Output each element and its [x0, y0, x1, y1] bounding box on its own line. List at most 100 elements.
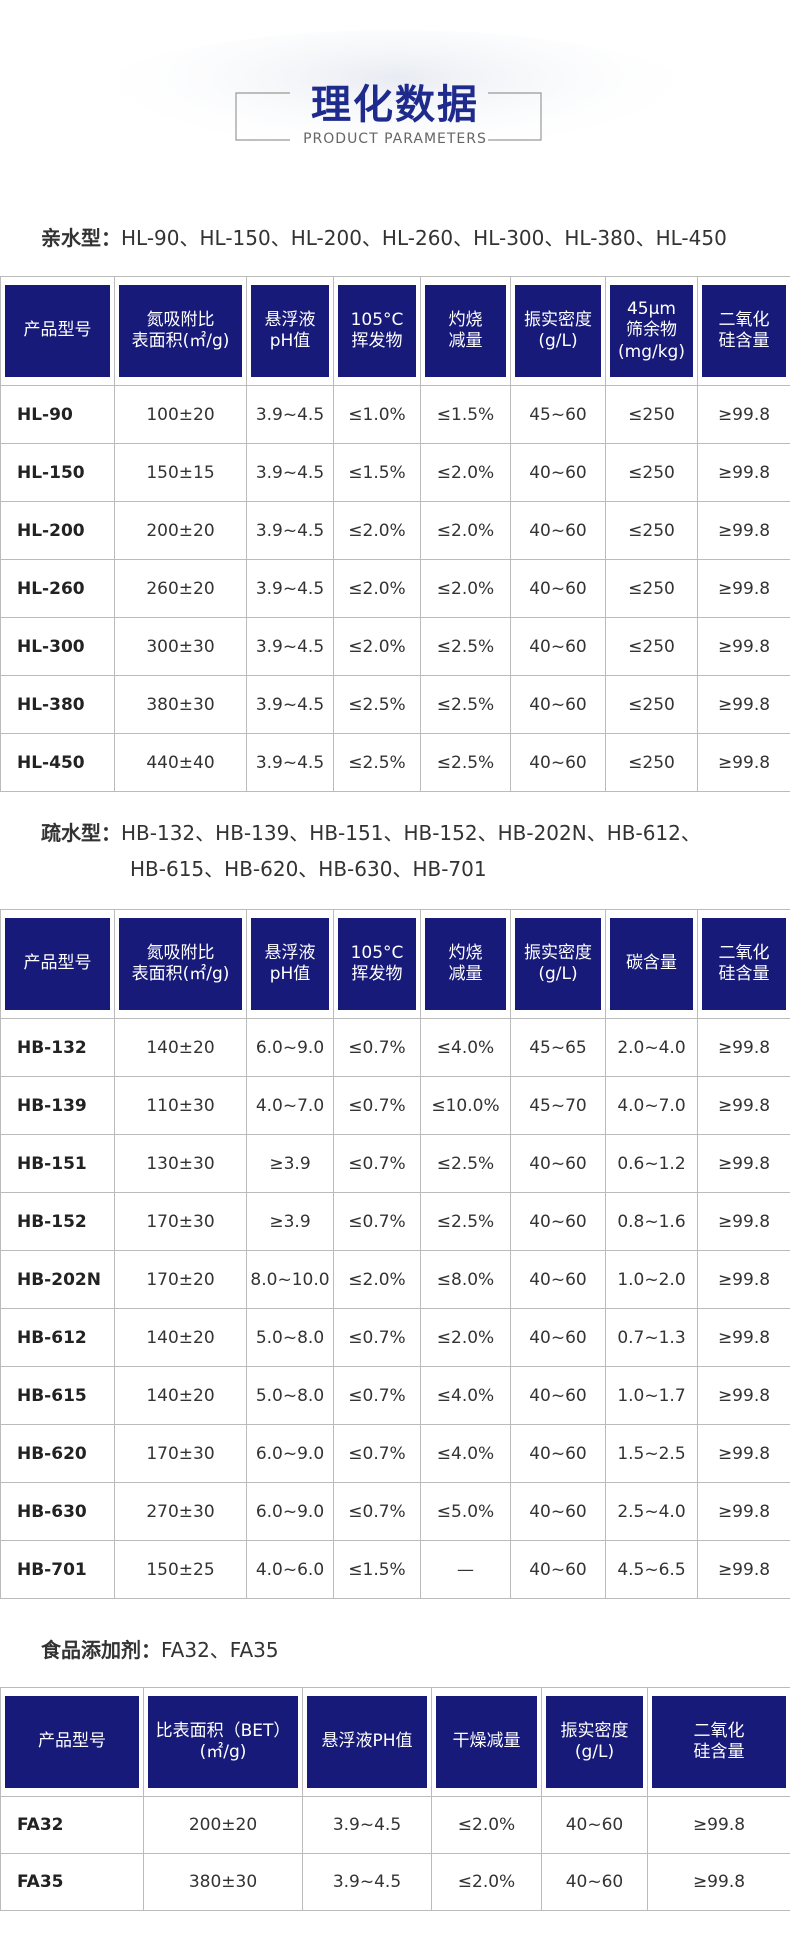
model-list: HL-90、HL-150、HL-200、HL-260、HL-300、HL-380…: [121, 226, 727, 250]
data-row: HB-139 110±30 4.0~7.0 ≤0.7% ≤10.0% 45~70 4.0~7…: [0, 1076, 790, 1135]
header-cell: 105°C 挥发物: [333, 909, 421, 1019]
cell: ≤5.0%: [420, 1482, 511, 1541]
cell: ≥99.8: [697, 1250, 790, 1309]
cell: 40~60: [510, 443, 606, 502]
header-text: 灼烧 减量: [425, 285, 506, 377]
cell: 110±30: [114, 1076, 247, 1135]
cell: 40~60: [541, 1853, 648, 1911]
data-row: HB-615 140±20 5.0~8.0 ≤0.7% ≤4.0% 40~60 1.0~1.…: [0, 1366, 790, 1425]
cell: ≤8.0%: [420, 1250, 511, 1309]
header-text: 振实密度 (g/L): [546, 1696, 643, 1788]
data-row: FA35 380±30 3.9~4.5 ≤2.0% 40~60 ≥99.8: [0, 1853, 790, 1911]
cell: 45~60: [510, 385, 606, 444]
data-row: HB-132 140±20 6.0~9.0 ≤0.7% ≤4.0% 45~65 2.0~4.…: [0, 1018, 790, 1077]
cell: 140±20: [114, 1308, 247, 1367]
cell: —: [420, 1540, 511, 1599]
cell: 1.0~1.7: [605, 1366, 698, 1425]
cell: ≥99.8: [697, 559, 790, 618]
model-list: HB-132、HB-139、HB-151、HB-152、HB-202N、HB-6…: [121, 821, 701, 845]
cell: 4.0~7.0: [605, 1076, 698, 1135]
cell: 140±20: [114, 1018, 247, 1077]
data-row: HL-300 300±30 3.9~4.5 ≤2.0% ≤2.5% 40~60 ≤250 ≥9…: [0, 617, 790, 676]
cell: ≤10.0%: [420, 1076, 511, 1135]
data-row: FA32 200±20 3.9~4.5 ≤2.0% 40~60 ≥99.8: [0, 1796, 790, 1854]
parameter-table: 产品型号 比表面积（BET） (㎡/g) 悬浮液PH值 干燥减量 振实密度 (g/L) 二…: [0, 1687, 790, 1911]
cell: HB-620: [0, 1424, 115, 1483]
cell: ≤2.0%: [333, 1250, 421, 1309]
cell: HB-151: [0, 1134, 115, 1193]
cell: HL-450: [0, 733, 115, 792]
cell: ≤1.0%: [333, 385, 421, 444]
cell: 5.0~8.0: [246, 1308, 334, 1367]
cell: FA35: [0, 1853, 144, 1911]
model-list: HB-615、HB-620、HB-630、HB-701: [130, 857, 487, 881]
model-list: FA32、FA35: [161, 1638, 279, 1662]
cell: 380±30: [114, 675, 247, 734]
cell: 40~60: [510, 559, 606, 618]
parameter-table: 产品型号 氮吸附比 表面积(㎡/g) 悬浮液 pH值 105°C 挥发物 灼烧 减量 振实…: [0, 909, 790, 1599]
cell: HB-132: [0, 1018, 115, 1077]
cell: ≤2.0%: [420, 443, 511, 502]
header-text: 二氧化 硅含量: [702, 285, 786, 377]
cell: ≤250: [605, 443, 698, 502]
cell: 440±40: [114, 733, 247, 792]
cell: 150±25: [114, 1540, 247, 1599]
data-row: HB-701 150±25 4.0~6.0 ≤1.5% —40~60 4.5~6.5 ≥99…: [0, 1540, 790, 1599]
cell: ≥99.8: [697, 501, 790, 560]
cell: HB-630: [0, 1482, 115, 1541]
cell: ≥99.8: [697, 1076, 790, 1135]
cell: 1.0~2.0: [605, 1250, 698, 1309]
cell: 6.0~9.0: [246, 1018, 334, 1077]
cell: 0.8~1.6: [605, 1192, 698, 1251]
cell: ≥99.8: [647, 1853, 790, 1911]
cell: ≤250: [605, 675, 698, 734]
cell: 380±30: [143, 1853, 303, 1911]
cell: 3.9~4.5: [246, 385, 334, 444]
cell: ≥99.8: [697, 1366, 790, 1425]
header-cell: 干燥减量: [431, 1687, 542, 1797]
header-cell: 105°C 挥发物: [333, 276, 421, 386]
header-cell: 产品型号: [0, 909, 115, 1019]
cell: ≤250: [605, 559, 698, 618]
cell: 3.9~4.5: [246, 559, 334, 618]
cell: 40~60: [510, 1250, 606, 1309]
header-cell: 悬浮液 pH值: [246, 276, 334, 386]
cell: 6.0~9.0: [246, 1482, 334, 1541]
cell: ≤250: [605, 733, 698, 792]
cell: 5.0~8.0: [246, 1366, 334, 1425]
header-row: 产品型号 氮吸附比 表面积(㎡/g) 悬浮液 pH值 105°C 挥发物 灼烧 减量 振实…: [0, 909, 790, 1019]
data-row: HB-612 140±20 5.0~8.0 ≤0.7% ≤2.0% 40~60 0.7~1.…: [0, 1308, 790, 1367]
cell: ≥99.8: [697, 733, 790, 792]
header-cell: 悬浮液PH值: [302, 1687, 432, 1797]
cell: 2.5~4.0: [605, 1482, 698, 1541]
header-text: 二氧化 硅含量: [652, 1696, 786, 1788]
cell: 40~60: [510, 733, 606, 792]
cell: ≤2.0%: [333, 559, 421, 618]
data-row: HB-202N 170±20 8.0~10.0 ≤2.0% ≤8.0% 40~60 1.0~…: [0, 1250, 790, 1309]
cell: ≤2.5%: [420, 617, 511, 676]
cell: ≥99.8: [697, 617, 790, 676]
header-text: 105°C 挥发物: [338, 918, 416, 1010]
cell: 45~70: [510, 1076, 606, 1135]
cell: HL-150: [0, 443, 115, 502]
subtitle: PRODUCT PARAMETERS: [303, 131, 487, 147]
cell: ≤2.5%: [420, 1192, 511, 1251]
cell: ≤1.5%: [333, 443, 421, 502]
cell: HB-152: [0, 1192, 115, 1251]
cell: 3.9~4.5: [246, 733, 334, 792]
category: 疏水型：: [41, 821, 121, 845]
cell: HL-300: [0, 617, 115, 676]
data-row: HL-260 260±20 3.9~4.5 ≤2.0% ≤2.0% 40~60 ≤250 ≥9…: [0, 559, 790, 618]
cell: HB-615: [0, 1366, 115, 1425]
cell: ≤0.7%: [333, 1134, 421, 1193]
category: 食品添加剂：: [41, 1638, 161, 1662]
header-cell: 氮吸附比 表面积(㎡/g): [114, 276, 247, 386]
cell: ≤0.7%: [333, 1192, 421, 1251]
cell: ≥3.9: [246, 1192, 334, 1251]
cell: 40~60: [510, 1482, 606, 1541]
header-cell: 二氧化 硅含量: [647, 1687, 790, 1797]
data-row: HL-380 380±30 3.9~4.5 ≤2.5% ≤2.5% 40~60 ≤250 ≥9…: [0, 675, 790, 734]
header-text: 悬浮液 pH值: [251, 918, 329, 1010]
cell: ≥99.8: [647, 1796, 790, 1854]
cell: ≤4.0%: [420, 1424, 511, 1483]
